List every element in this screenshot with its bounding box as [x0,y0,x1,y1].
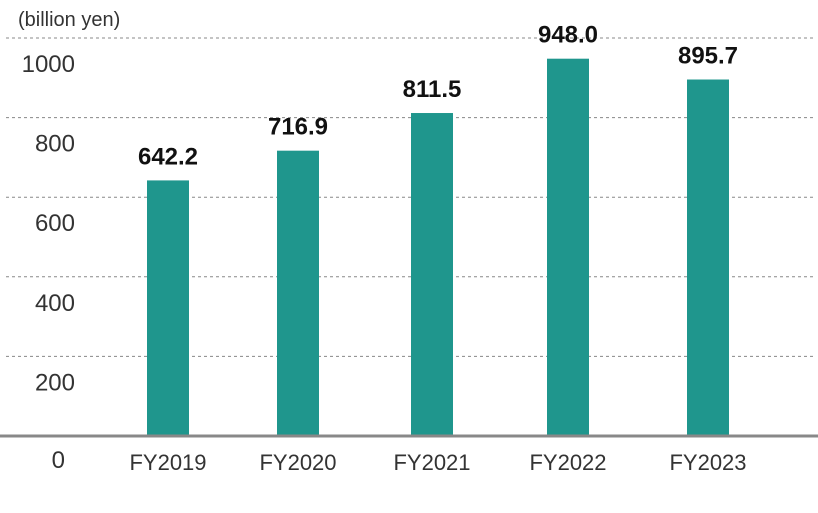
data-label: 811.5 [403,76,462,103]
y-tick-label: 200 [35,369,75,396]
unit-label: (billion yen) [18,9,121,31]
y-tick-label: 1000 [22,51,75,78]
data-label: 642.2 [138,143,198,170]
value-labels: 642.2 716.9 811.5 948.0 895.7 [138,22,738,171]
category-labels: FY2019 FY2020 FY2021 FY2022 FY2023 [129,450,746,475]
y-tick-label: 800 [35,131,75,158]
category-label: FY2021 [393,450,470,475]
y-tick-label: 0 [52,447,65,474]
category-label: FY2022 [529,450,606,475]
category-label: FY2019 [129,450,206,475]
y-tick-label: 600 [35,210,75,237]
bar [147,180,189,436]
bar [277,150,319,436]
bars [147,58,729,437]
bar [411,113,453,436]
data-label: 895.7 [678,43,738,70]
grid-lines [6,37,814,357]
bar [547,58,589,437]
data-label: 716.9 [268,114,328,141]
bar [687,79,729,436]
category-label: FY2020 [259,450,336,475]
category-label: FY2023 [669,450,746,475]
y-tick-label: 400 [35,290,75,317]
y-tick-labels: 0 200 400 600 800 1000 [22,51,75,474]
data-label: 948.0 [538,22,598,49]
